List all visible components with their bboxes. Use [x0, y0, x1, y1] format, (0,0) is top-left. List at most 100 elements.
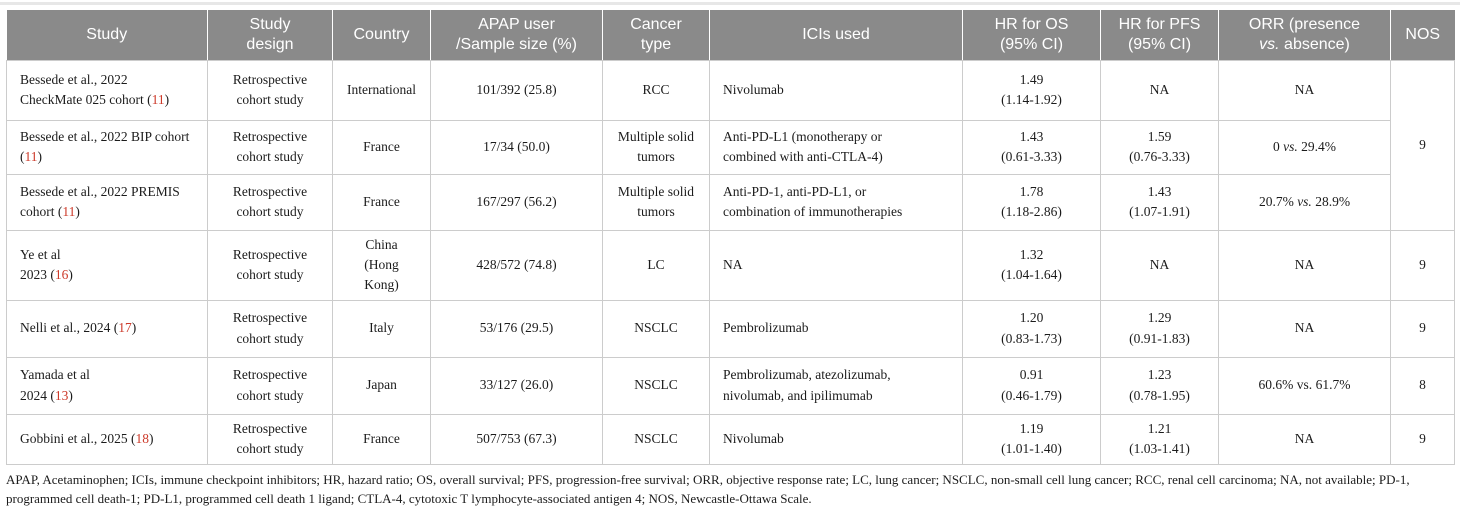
orr-vs: vs.	[1283, 138, 1298, 154]
study-name: Bessede et al., 2022 CheckMate 025 cohor…	[20, 71, 152, 107]
cell-hr-pfs: 1.43 (1.07-1.91)	[1100, 173, 1219, 231]
cell-country: France	[332, 173, 431, 231]
cell-study: Nelli et al., 2024 (17)	[6, 299, 208, 358]
cell-study: Bessede et al., 2022 BIP cohort (11)	[6, 119, 208, 175]
orr-vs: vs.	[1296, 377, 1313, 393]
cell-orr: NA	[1218, 229, 1391, 301]
cell-icis: Anti-PD-L1 (monotherapy or combined with…	[709, 119, 963, 175]
study-name: Ye et al 2023 (	[20, 246, 61, 282]
study-name-suffix: )	[37, 149, 43, 164]
cell-cancer-type: LC	[602, 229, 710, 301]
cell-hr-pfs: NA	[1100, 229, 1219, 301]
study-name-suffix: )	[131, 320, 137, 336]
orr-header-text-2: absence)	[1279, 35, 1350, 53]
citation-link[interactable]: 11	[151, 92, 165, 107]
citation-link[interactable]: 18	[135, 430, 149, 446]
cell-icis: Nivolumab	[709, 413, 963, 465]
table-row: Ye et al 2023 (16) Retrospective cohort …	[6, 229, 1455, 301]
cell-nos: 8	[1390, 356, 1455, 415]
orr-value: 60.6%	[1258, 377, 1297, 393]
study-name: Yamada et al 2024 (	[20, 367, 90, 403]
table-row: Bessede et al., 2022 PREMIS cohort (11) …	[6, 173, 1455, 231]
studies-table: Study Study design Country APAP user /Sa…	[6, 10, 1455, 465]
citation-link[interactable]: 17	[118, 320, 132, 336]
citation-link[interactable]: 13	[54, 387, 69, 403]
cell-nos: 9	[1390, 229, 1455, 301]
citation-link[interactable]: 16	[54, 267, 69, 282]
col-header-cancer-type: Cancer type	[602, 10, 710, 61]
cell-study: Ye et al 2023 (16)	[6, 229, 208, 301]
cell-cancer-type: Multiple solid tumors	[602, 119, 710, 175]
cell-study-design: Retrospective cohort study	[207, 299, 333, 358]
study-name: Bessede et al., 2022 PREMIS cohort (	[20, 183, 180, 219]
orr-value: NA	[1294, 81, 1315, 97]
cell-hr-pfs: 1.21 (1.03-1.41)	[1100, 413, 1219, 465]
cell-study: Yamada et al 2024 (13)	[6, 356, 208, 415]
cell-icis: Pembrolizumab	[709, 299, 963, 358]
cell-hr-os: 1.43 (0.61-3.33)	[962, 119, 1101, 175]
cell-nos: 9	[1390, 299, 1455, 358]
cell-icis: Anti-PD-1, anti-PD-L1, or combination of…	[709, 173, 963, 231]
orr-header-text: ORR (presence	[1248, 15, 1361, 33]
cell-orr: NA	[1218, 59, 1391, 121]
table-row: Bessede et al., 2022 BIP cohort (11) Ret…	[6, 119, 1455, 175]
cell-cancer-type: NSCLC	[602, 299, 710, 358]
study-name: Bessede et al., 2022 BIP cohort (	[20, 128, 190, 164]
table-row: Yamada et al 2024 (13) Retrospective coh…	[6, 356, 1455, 415]
cell-apap-sample: 33/127 (26.0)	[430, 356, 603, 415]
cell-country: China (Hong Kong)	[332, 229, 431, 301]
cell-orr: 20.7% vs. 28.9%	[1218, 173, 1391, 231]
cell-nos-merged: 9	[1390, 59, 1455, 231]
citation-link[interactable]: 11	[62, 204, 76, 219]
cell-country: Italy	[332, 299, 431, 358]
table-footnote: APAP, Acetaminophen; ICIs, immune checkp…	[6, 471, 1410, 507]
orr-value: 20.7%	[1258, 193, 1298, 209]
cell-country: France	[332, 119, 431, 175]
cell-hr-os: 1.32 (1.04-1.64)	[962, 229, 1101, 301]
cell-icis: Nivolumab	[709, 59, 963, 121]
cell-study: Bessede et al., 2022 PREMIS cohort (11)	[6, 173, 208, 231]
cell-hr-os: 1.20 (0.83-1.73)	[962, 299, 1101, 358]
cell-study-design: Retrospective cohort study	[207, 59, 333, 121]
orr-value-2: 61.7%	[1312, 377, 1351, 393]
cell-hr-os: 1.19 (1.01-1.40)	[962, 413, 1101, 465]
header-row: Study Study design Country APAP user /Sa…	[6, 10, 1455, 61]
table-body: Bessede et al., 2022 CheckMate 025 cohor…	[6, 59, 1455, 465]
cell-apap-sample: 17/34 (50.0)	[430, 119, 603, 175]
col-header-apap-sample: APAP user /Sample size (%)	[430, 10, 603, 61]
study-name-suffix: )	[75, 204, 80, 219]
study-name-suffix: )	[68, 387, 73, 403]
col-header-hr-pfs: HR for PFS (95% CI)	[1100, 10, 1219, 61]
col-header-nos: NOS	[1390, 10, 1455, 61]
cell-cancer-type: Multiple solid tumors	[602, 173, 710, 231]
cell-orr: NA	[1218, 299, 1391, 358]
orr-value-2: 28.9%	[1311, 193, 1351, 209]
cell-hr-pfs: 1.29 (0.91-1.83)	[1100, 299, 1219, 358]
cell-study: Bessede et al., 2022 CheckMate 025 cohor…	[6, 59, 208, 121]
cell-nos: 9	[1390, 413, 1455, 465]
col-header-orr: ORR (presence vs. absence)	[1218, 10, 1391, 61]
cell-country: Japan	[332, 356, 431, 415]
cell-apap-sample: 428/572 (74.8)	[430, 229, 603, 301]
cell-study-design: Retrospective cohort study	[207, 229, 333, 301]
orr-value: NA	[1294, 430, 1315, 446]
study-name: Gobbini et al., 2025 (	[20, 430, 136, 446]
orr-value-2: 29.4%	[1297, 138, 1336, 154]
orr-value: 0	[1273, 138, 1284, 154]
study-name-suffix: )	[148, 430, 154, 446]
cell-icis: Pembrolizumab, atezolizumab, nivolumab, …	[709, 356, 963, 415]
col-header-country: Country	[332, 10, 431, 61]
orr-value: NA	[1294, 256, 1315, 272]
cell-cancer-type: NSCLC	[602, 413, 710, 465]
table-header: Study Study design Country APAP user /Sa…	[6, 10, 1455, 61]
orr-value: NA	[1294, 320, 1315, 336]
cell-icis: NA	[709, 229, 963, 301]
cell-apap-sample: 167/297 (56.2)	[430, 173, 603, 231]
top-rule	[0, 2, 1460, 5]
cell-country: France	[332, 413, 431, 465]
citation-link[interactable]: 11	[24, 149, 38, 164]
cell-country: International	[332, 59, 431, 121]
cell-orr: 0 vs. 29.4%	[1218, 119, 1391, 175]
orr-vs: vs.	[1297, 193, 1312, 209]
cell-study-design: Retrospective cohort study	[207, 173, 333, 231]
